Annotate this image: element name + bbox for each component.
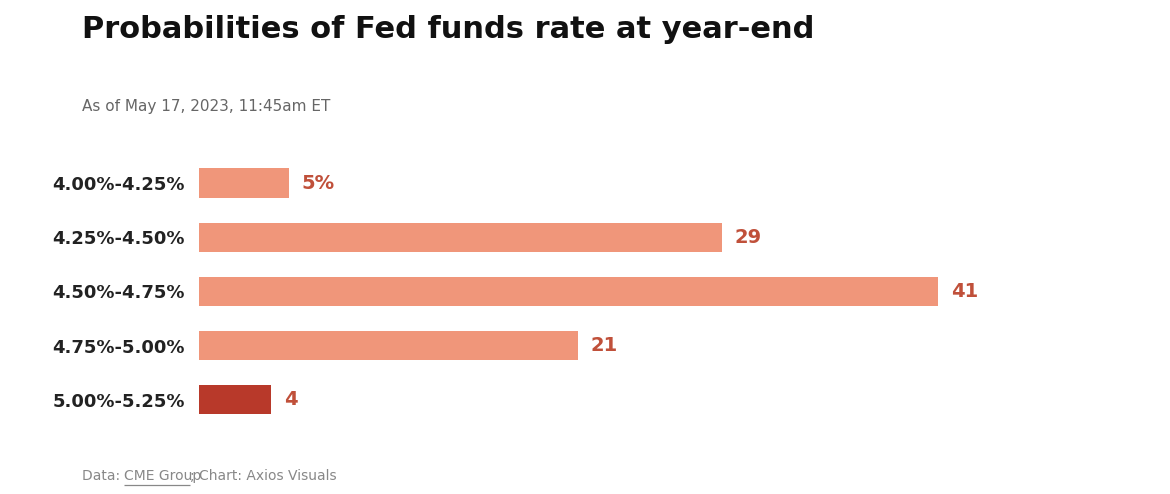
Bar bbox=[199, 385, 271, 414]
Text: 41: 41 bbox=[951, 282, 978, 301]
Text: 21: 21 bbox=[591, 336, 618, 355]
Text: 4: 4 bbox=[283, 390, 297, 409]
Text: 5%: 5% bbox=[302, 174, 335, 193]
Text: 29: 29 bbox=[735, 228, 762, 247]
Text: ; Chart: Axios Visuals: ; Chart: Axios Visuals bbox=[190, 469, 336, 483]
Text: As of May 17, 2023, 11:45am ET: As of May 17, 2023, 11:45am ET bbox=[82, 99, 330, 114]
Text: Probabilities of Fed funds rate at year-end: Probabilities of Fed funds rate at year-… bbox=[82, 15, 814, 44]
Bar bbox=[199, 168, 289, 198]
Text: Data:: Data: bbox=[82, 469, 124, 483]
Bar bbox=[199, 277, 938, 306]
Bar bbox=[199, 330, 578, 361]
Text: CME Group: CME Group bbox=[124, 469, 201, 483]
Bar bbox=[199, 222, 722, 252]
